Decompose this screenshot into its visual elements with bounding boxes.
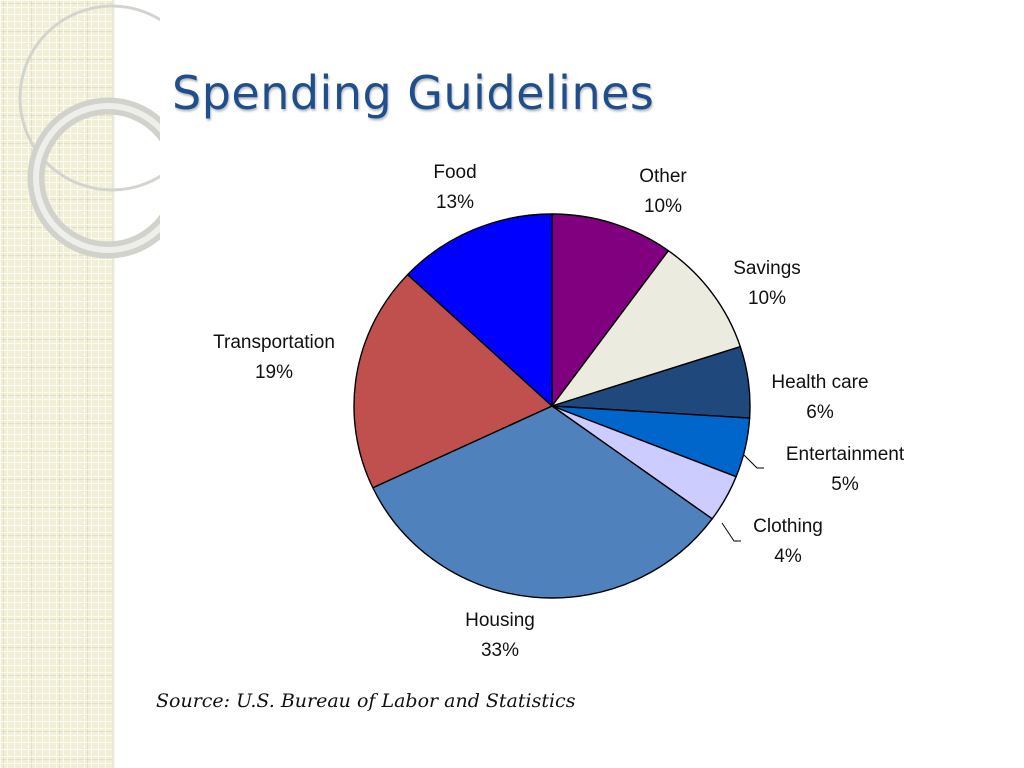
pie-label-name: Entertainment: [786, 444, 905, 465]
deco-ring-outer: [18, 4, 160, 192]
slide-title: Spending Guidelines: [172, 66, 655, 120]
source-note: Source: U.S. Bureau of Labor and Statist…: [156, 690, 576, 712]
pie-label-percent: 10%: [748, 288, 786, 309]
pie-label-savings: Savings 10%: [733, 258, 801, 309]
leader-line-entertainment: [743, 454, 764, 469]
pie-slice-transportation: [353, 273, 553, 489]
pie-label-percent: 33%: [481, 640, 519, 661]
leader-lines: [721, 454, 764, 542]
pie-slice-food: [406, 213, 553, 407]
pie-label-name: Health care: [771, 372, 868, 393]
pie-label-name: Other: [639, 166, 687, 187]
pie-label-percent: 19%: [255, 362, 293, 383]
pie-slices: [353, 213, 751, 599]
leader-line-clothing: [721, 522, 741, 542]
pie-label-percent: 4%: [774, 546, 802, 567]
deco-ring-highlight: [33, 103, 160, 253]
pie-label-percent: 5%: [831, 474, 859, 495]
pie-label-entertainment: Entertainment 5%: [786, 444, 905, 495]
pie-label-other: Other 10%: [639, 166, 687, 217]
pie-label-name: Savings: [733, 258, 801, 279]
pie-label-name: Clothing: [753, 516, 823, 537]
pie-labels: Other 10% Savings 10% Health care 6% Entertain…: [213, 162, 905, 661]
side-strip-edge: [112, 0, 115, 768]
pie-label-percent: 13%: [436, 192, 474, 213]
pie-slice-other: [551, 213, 670, 407]
pie-label-percent: 6%: [806, 402, 834, 423]
pie-label-name: Transportation: [213, 332, 335, 353]
pie-label-housing: Housing 33%: [465, 610, 535, 661]
pie-label-percent: 10%: [644, 196, 682, 217]
pie-label-name: Food: [433, 162, 476, 183]
decorative-rings: [18, 4, 160, 259]
pie-label-clothing: Clothing 4%: [753, 516, 823, 567]
pie-chart: Other 10% Savings 10% Health care 6% Entertain…: [213, 162, 905, 661]
pie-label-name: Housing: [465, 610, 535, 631]
pie-slice-savings: [551, 249, 742, 407]
pie-label-food: Food 13%: [433, 162, 476, 213]
pie-label-transportation: Transportation 19%: [213, 332, 335, 383]
pie-slice-housing: [372, 405, 713, 599]
pie-label-health-care: Health care 6%: [771, 372, 868, 423]
